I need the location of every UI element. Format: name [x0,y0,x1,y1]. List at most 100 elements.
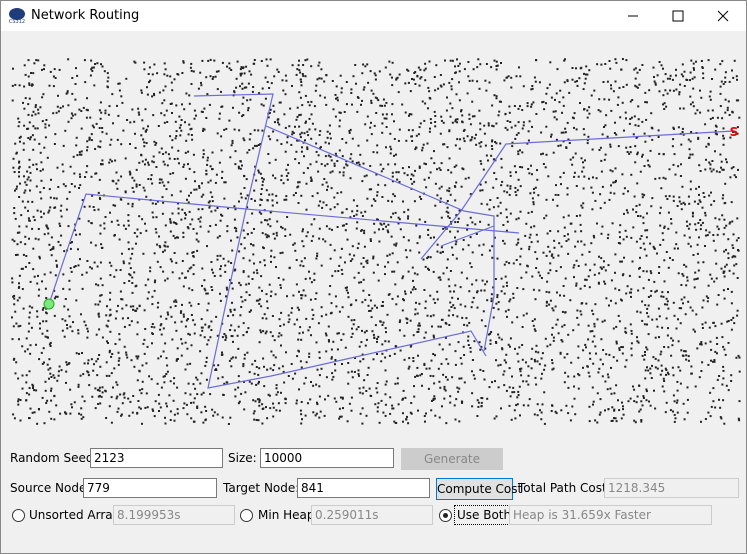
graph-node [171,212,174,215]
graph-node [515,259,518,261]
graph-node [342,333,345,336]
graph-node [737,99,740,102]
graph-node [694,385,697,388]
graph-node [667,346,670,349]
graph-node [368,294,371,296]
graph-node [536,169,538,172]
graph-node [614,417,617,420]
graph-node [730,290,733,293]
graph-node [53,418,56,421]
graph-node [530,105,533,108]
graph-node [12,157,15,160]
graph-node [320,315,323,318]
radio-both[interactable] [439,509,452,522]
graph-node [316,368,319,371]
graph-node [404,292,407,295]
graph-node [218,235,221,238]
graph-node [593,335,596,338]
graph-node [169,172,172,175]
graph-node [98,389,101,392]
graph-node [49,206,52,209]
graph-node [98,196,101,199]
graph-node [662,80,665,83]
graph-node [621,352,624,355]
graph-node [131,205,134,208]
graph-node [517,107,520,110]
graph-node [225,286,228,289]
graph-node [140,153,143,156]
graph-node [346,286,348,289]
graph-node [592,234,595,237]
size-input[interactable]: 10000 [260,448,394,468]
graph-node [286,178,289,181]
graph-node [317,64,320,67]
graph-node [579,287,582,290]
graph-node [545,153,548,156]
graph-node [572,329,575,332]
graph-node [413,272,416,275]
graph-node [670,222,673,225]
target-input[interactable]: 841 [297,478,430,498]
graph-node [285,174,288,177]
graph-node [519,75,522,78]
graph-node [98,178,101,181]
graph-node [686,276,689,279]
graph-node [732,316,735,319]
graph-node [215,369,218,371]
graph-node [393,195,396,198]
graph-node [638,275,641,278]
graph-node [76,74,79,77]
graph-node [380,360,383,363]
graph-node [583,82,586,85]
graph-node [495,122,498,125]
generate-button[interactable]: Generate [401,448,503,470]
graph-node [378,70,381,73]
graph-node [188,194,190,197]
graph-node [521,166,524,169]
graph-node [632,133,635,136]
graph-node [225,381,228,384]
graph-node [114,317,117,320]
graph-node [338,149,341,152]
graph-node [46,399,49,402]
graph-node [242,257,245,260]
graph-node [299,133,302,136]
graph-node [238,400,241,403]
graph-node [289,233,292,236]
graph-node [92,126,95,129]
graph-node [80,407,83,410]
graph-node [410,178,412,181]
graph-node [314,89,317,92]
graph-node [428,90,431,93]
window-controls[interactable] [621,1,746,31]
radio-heap[interactable] [240,509,253,522]
graph-node [350,303,353,306]
compute-button[interactable]: Compute Cost [436,478,522,500]
graph-node [534,350,537,353]
graph-node [451,246,454,249]
graph-node [24,73,27,76]
graph-node [575,282,578,285]
radio-unsorted[interactable] [12,509,25,522]
graph-node [176,73,179,75]
graph-node [615,340,618,343]
graph-node [132,308,134,311]
graph-node [707,284,710,287]
seed-input[interactable]: 2123 [90,448,223,468]
graph-node [56,295,59,298]
graph-node [75,299,78,302]
graph-node [373,337,376,339]
graph-node [700,341,703,344]
graph-node [142,342,145,345]
source-input[interactable]: 779 [83,478,217,498]
graph-node [517,390,520,393]
graph-node [188,123,191,126]
graph-node [456,58,458,61]
graph-node [401,398,404,401]
graph-node [542,100,545,103]
graph-node [587,338,590,341]
graph-node [448,309,451,312]
graph-node [611,170,614,173]
graph-node [294,372,297,375]
graph-node [97,284,100,287]
